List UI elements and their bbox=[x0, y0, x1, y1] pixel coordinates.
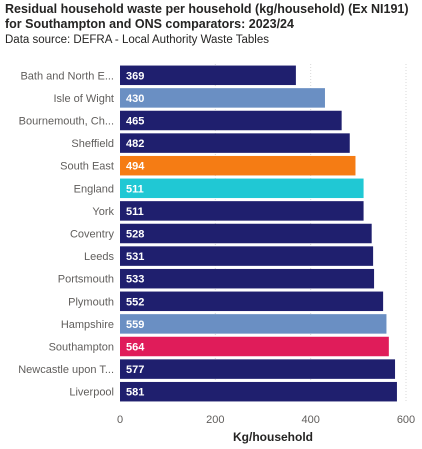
category-label: Coventry bbox=[70, 229, 115, 241]
data-label: 528 bbox=[126, 229, 144, 241]
data-label: 531 bbox=[126, 251, 144, 263]
data-label: 533 bbox=[126, 274, 144, 286]
category-label: Newcastle upon T... bbox=[18, 364, 114, 376]
bar bbox=[120, 291, 384, 312]
bar bbox=[120, 381, 397, 402]
category-label: South East bbox=[60, 161, 114, 173]
category-label: Liverpool bbox=[69, 387, 114, 399]
category-label: Leeds bbox=[84, 251, 114, 263]
data-label: 552 bbox=[126, 296, 144, 308]
category-label: Bath and North E... bbox=[20, 70, 114, 82]
bar bbox=[120, 155, 356, 176]
data-label: 465 bbox=[126, 116, 144, 128]
data-label: 559 bbox=[126, 319, 144, 331]
category-label: Portsmouth bbox=[58, 274, 114, 286]
bar bbox=[120, 88, 325, 108]
x-axis-title: Kg/household bbox=[233, 430, 313, 444]
bar bbox=[120, 178, 364, 199]
category-label: Isle of Wight bbox=[53, 93, 114, 105]
chart-subtitle: Data source: DEFRA - Local Authority Was… bbox=[5, 34, 269, 46]
x-tick-label: 600 bbox=[397, 414, 415, 426]
x-tick-label: 200 bbox=[206, 414, 224, 426]
category-label: Hampshire bbox=[61, 319, 114, 331]
bar bbox=[120, 133, 350, 153]
data-label: 511 bbox=[126, 183, 144, 195]
bar bbox=[120, 110, 342, 131]
category-label: Sheffield bbox=[71, 138, 114, 150]
data-label: 494 bbox=[126, 161, 145, 173]
data-label: 581 bbox=[126, 387, 144, 399]
chart-title: Residual household waste per household (… bbox=[5, 2, 409, 31]
data-label: 511 bbox=[126, 206, 144, 218]
data-label: 430 bbox=[126, 93, 144, 105]
category-label: England bbox=[74, 183, 114, 195]
data-label: 369 bbox=[126, 70, 144, 82]
bar bbox=[120, 359, 396, 379]
x-tick-label: 400 bbox=[301, 414, 319, 426]
bar bbox=[120, 201, 364, 221]
bar bbox=[120, 268, 375, 289]
category-label: Southampton bbox=[49, 342, 114, 354]
category-label: Plymouth bbox=[68, 296, 114, 308]
bar bbox=[120, 65, 296, 86]
data-label: 564 bbox=[126, 342, 145, 354]
bar bbox=[120, 314, 387, 334]
bar bbox=[120, 223, 372, 244]
data-label: 577 bbox=[126, 364, 144, 376]
data-label: 482 bbox=[126, 138, 144, 150]
bar bbox=[120, 246, 374, 266]
x-tick-label: 0 bbox=[117, 414, 123, 426]
category-label: Bournemouth, Ch... bbox=[19, 116, 114, 128]
category-label: York bbox=[92, 206, 114, 218]
bar bbox=[120, 336, 389, 357]
